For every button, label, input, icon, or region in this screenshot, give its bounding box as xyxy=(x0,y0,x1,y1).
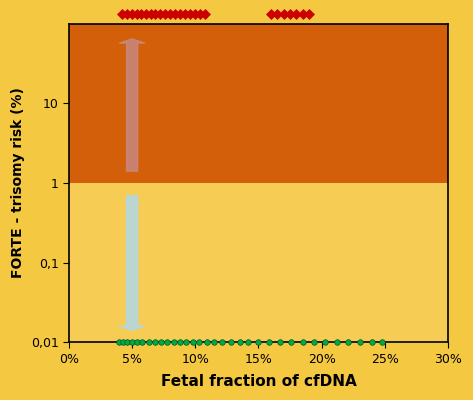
Y-axis label: FORTE - trisomy risk (%): FORTE - trisomy risk (%) xyxy=(11,88,25,278)
X-axis label: Fetal fraction of cfDNA: Fetal fraction of cfDNA xyxy=(160,374,356,389)
